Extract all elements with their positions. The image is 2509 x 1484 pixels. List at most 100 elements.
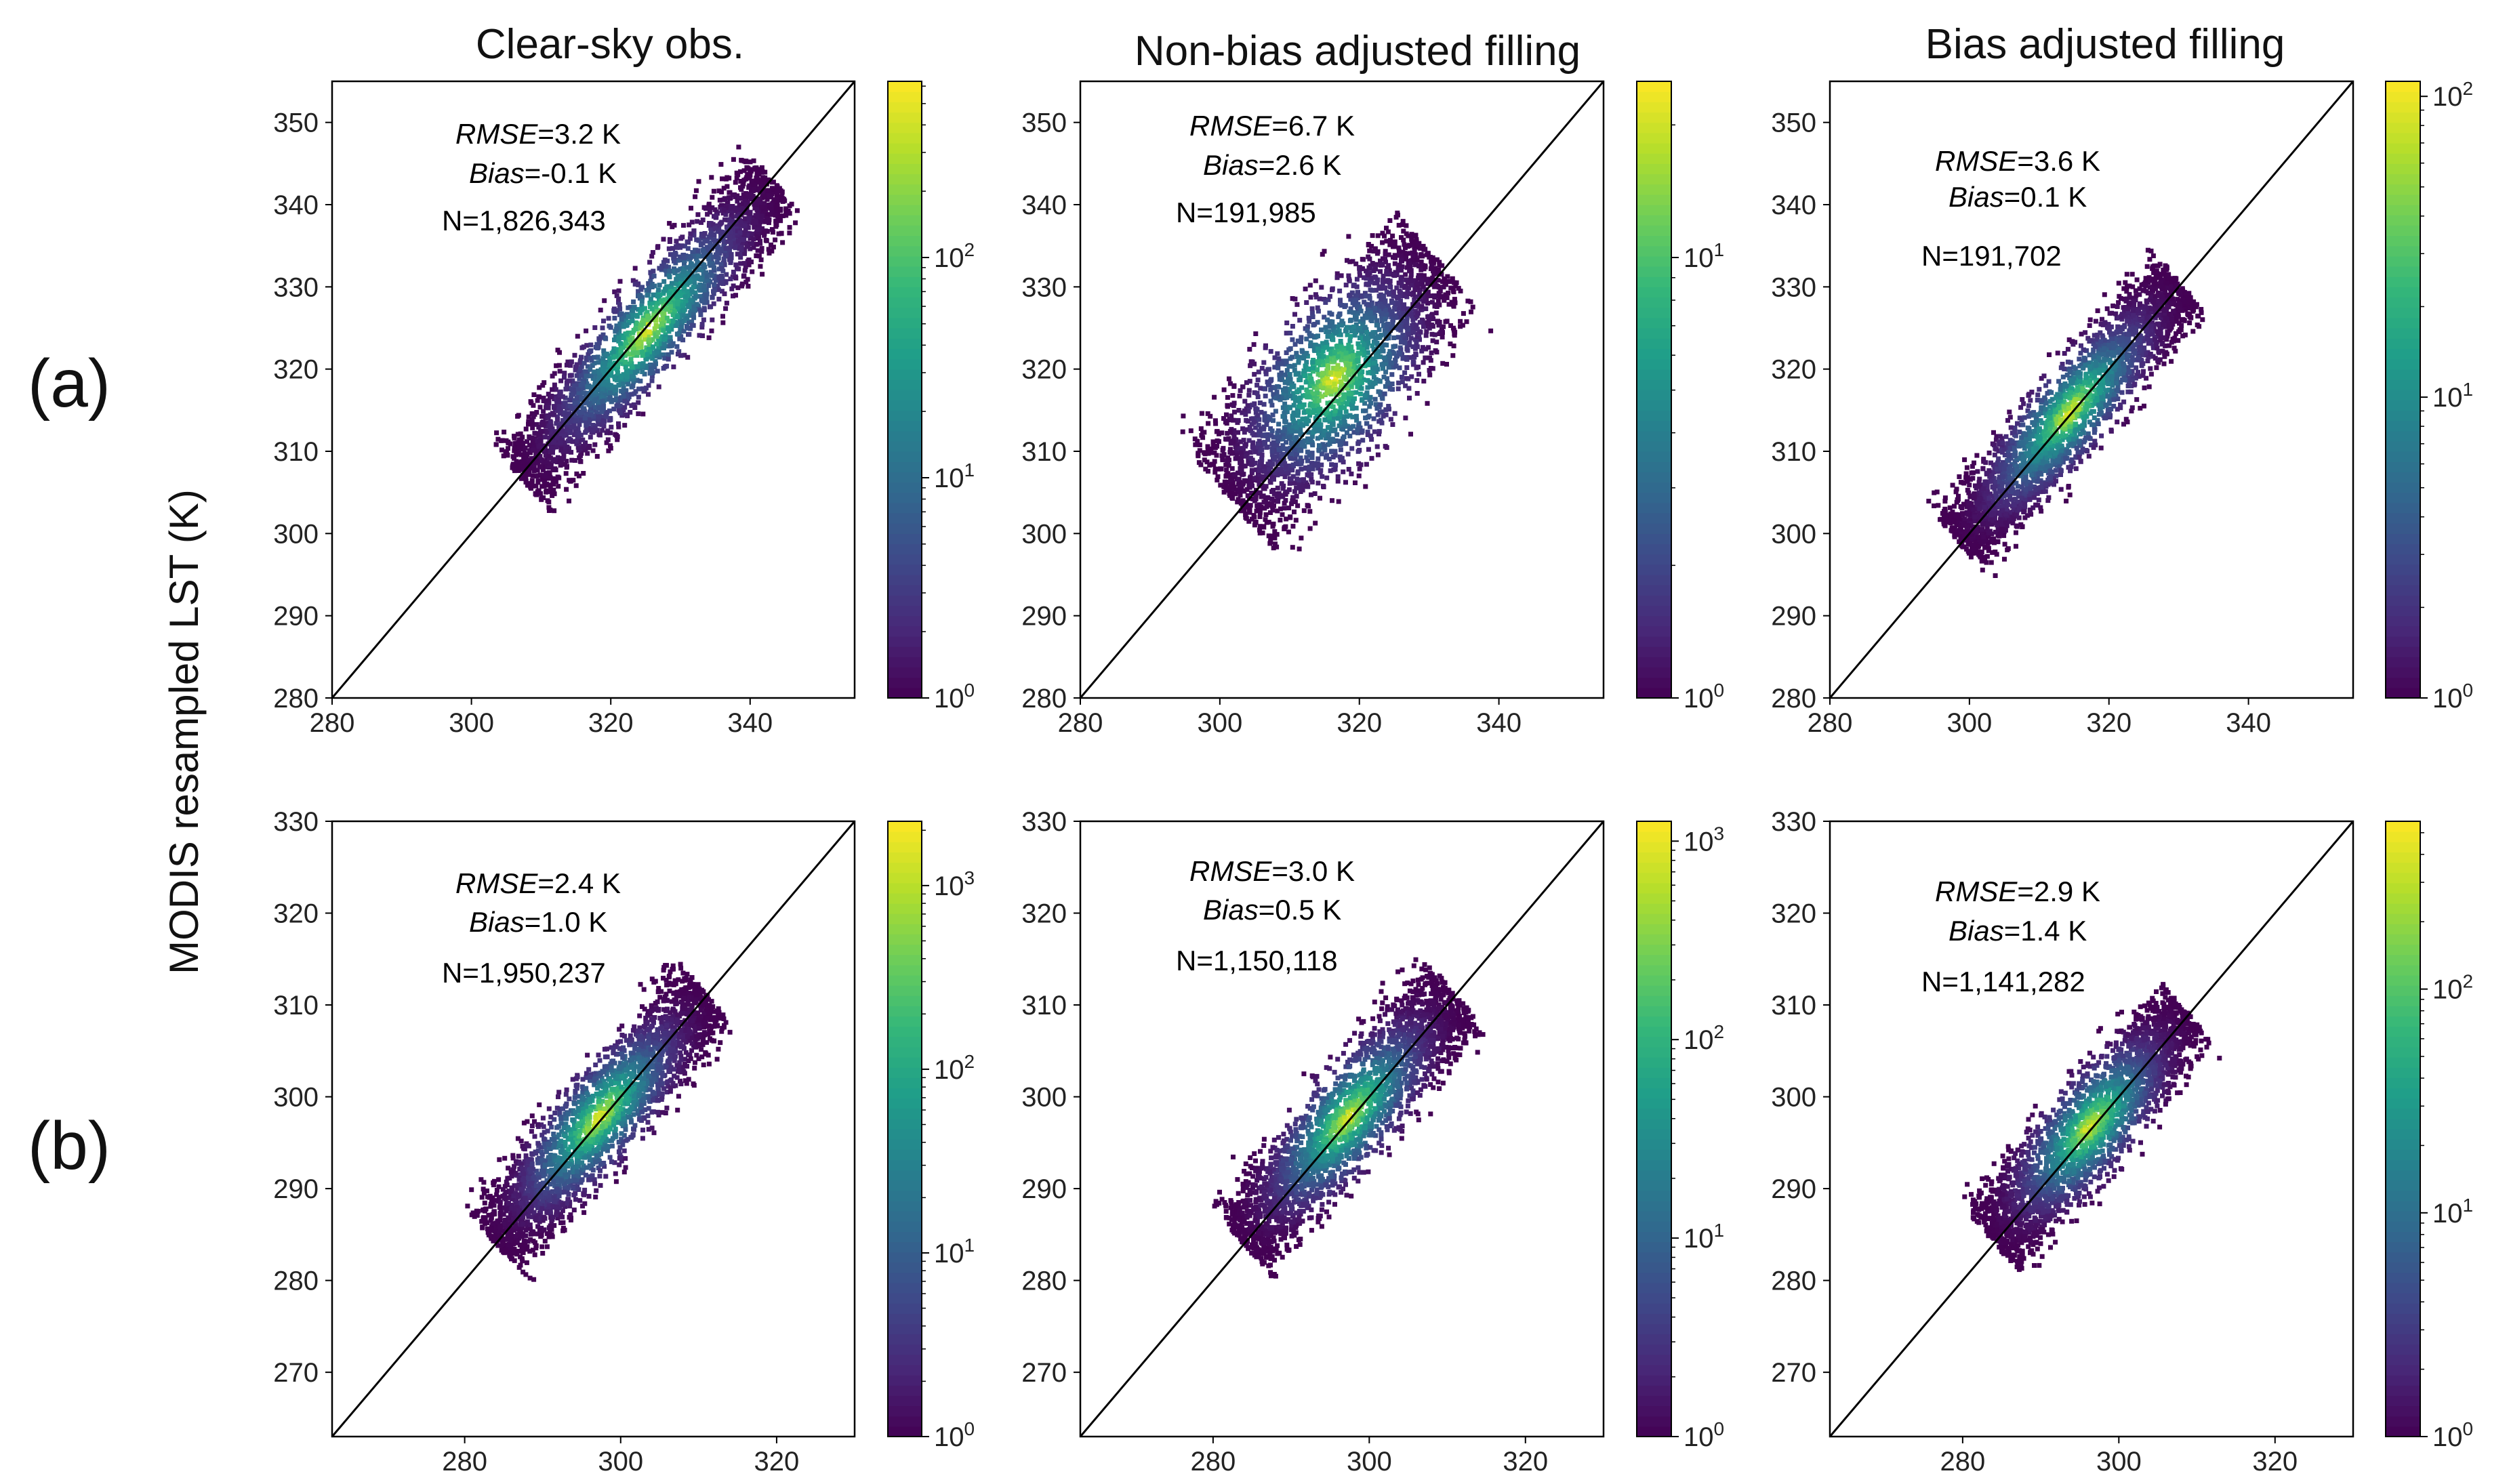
density-cell [1355, 290, 1360, 295]
density-cell [590, 428, 596, 434]
density-cell [680, 337, 686, 343]
density-cell [594, 355, 600, 360]
density-cell [1232, 409, 1237, 415]
density-cell [1196, 451, 1201, 456]
density-cell [1357, 376, 1362, 381]
density-cell [1324, 339, 1329, 345]
density-cell [1341, 392, 1347, 397]
density-cell [1280, 436, 1285, 442]
density-cell [1289, 501, 1294, 506]
density-cell [677, 257, 682, 263]
density-cell [1303, 466, 1308, 471]
density-cell [699, 220, 703, 225]
density-cell [1246, 461, 1251, 466]
density-cell [565, 379, 570, 384]
density-cell [1211, 462, 1217, 468]
density-cell [1223, 483, 1229, 489]
density-cell [1225, 458, 1230, 463]
density-cell [1210, 439, 1216, 445]
density-cell [1212, 418, 1218, 424]
density-cell [540, 467, 546, 472]
density-cell [1333, 377, 1339, 382]
density-cell [682, 285, 687, 291]
density-cell [1221, 452, 1227, 457]
density-cell [748, 169, 754, 174]
density-cell [1269, 452, 1275, 457]
density-cell [1335, 371, 1340, 376]
density-cell [1450, 325, 1456, 331]
density-cell [1353, 480, 1358, 485]
density-cell [727, 176, 732, 181]
density-cell [765, 193, 771, 199]
density-cell [1315, 305, 1320, 310]
density-cell [612, 316, 617, 321]
density-cell [1383, 308, 1388, 313]
density-cell [1240, 499, 1245, 505]
density-cell [1292, 312, 1297, 317]
density-cell [1274, 493, 1280, 499]
density-cell [1412, 304, 1417, 309]
density-cell [501, 453, 506, 459]
density-cell [636, 289, 641, 294]
density-cell [1366, 415, 1370, 420]
density-cell [1385, 376, 1389, 382]
density-cell [573, 365, 578, 370]
density-cell [747, 183, 752, 188]
density-cell [671, 364, 676, 369]
density-cell [558, 463, 563, 468]
density-cell [1348, 334, 1353, 339]
density-cell [716, 266, 722, 272]
colorbar-tick-label: 101 [934, 459, 975, 493]
density-cell [1365, 432, 1370, 437]
density-cell [1323, 300, 1328, 305]
density-cell [1313, 520, 1318, 526]
density-cell [758, 183, 763, 188]
density-cell [695, 273, 700, 279]
density-cell [1241, 438, 1246, 443]
colorbar-segment [888, 523, 922, 534]
density-cell [1272, 529, 1278, 534]
density-cell [529, 400, 534, 406]
density-cell [1461, 311, 1466, 316]
density-cell [752, 195, 757, 201]
density-cell [1326, 371, 1331, 377]
density-cell [641, 352, 647, 357]
density-cell [1205, 444, 1210, 449]
density-cell [676, 277, 682, 283]
density-cell [1394, 285, 1400, 291]
density-cell [736, 196, 741, 201]
density-cell [1240, 488, 1246, 493]
density-cell [741, 261, 747, 266]
density-cell [780, 240, 786, 245]
density-cell [742, 268, 748, 273]
density-cell [1212, 450, 1217, 455]
density-cell [1374, 444, 1380, 449]
density-cell [593, 390, 598, 395]
density-cell [1270, 508, 1276, 513]
density-cell [577, 392, 582, 397]
density-cell [637, 293, 642, 298]
density-cell [1250, 430, 1255, 436]
density-cell [522, 450, 527, 455]
density-cell [609, 399, 614, 405]
density-cell [1181, 413, 1186, 419]
density-cell [1332, 449, 1338, 454]
density-cell [725, 184, 730, 189]
density-cell [1353, 261, 1359, 266]
density-cell [574, 441, 579, 447]
density-cell [651, 273, 657, 279]
density-cell [615, 370, 620, 375]
density-cell [1379, 346, 1385, 352]
density-cell [1414, 281, 1420, 286]
density-cell [1322, 314, 1327, 320]
density-cell [1366, 243, 1371, 247]
density-cell [1330, 404, 1336, 409]
density-cell [678, 245, 682, 250]
density-cell [1413, 232, 1419, 238]
density-cell [617, 306, 623, 312]
density-cell [1362, 349, 1367, 354]
density-cell [1287, 394, 1292, 398]
density-cell [639, 307, 645, 312]
density-cell [1262, 486, 1267, 491]
density-cell [685, 354, 691, 360]
